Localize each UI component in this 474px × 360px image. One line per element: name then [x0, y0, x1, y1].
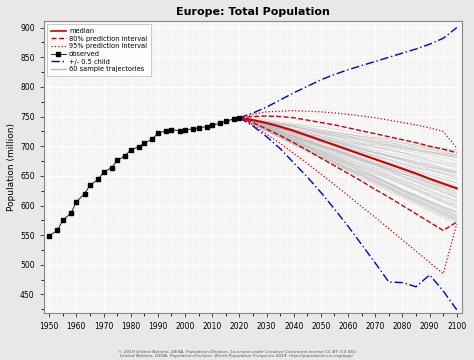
Text: © 2019 United Nations, DESA, Population Division. Licensed under Creative Common: © 2019 United Nations, DESA, Population … [118, 350, 356, 358]
Title: Europe: Total Population: Europe: Total Population [176, 7, 330, 17]
Legend: median, 80% prediction interval, 95% prediction interval, observed, +/- 0.5 chil: median, 80% prediction interval, 95% pre… [47, 24, 151, 76]
Y-axis label: Population (million): Population (million) [7, 123, 16, 211]
